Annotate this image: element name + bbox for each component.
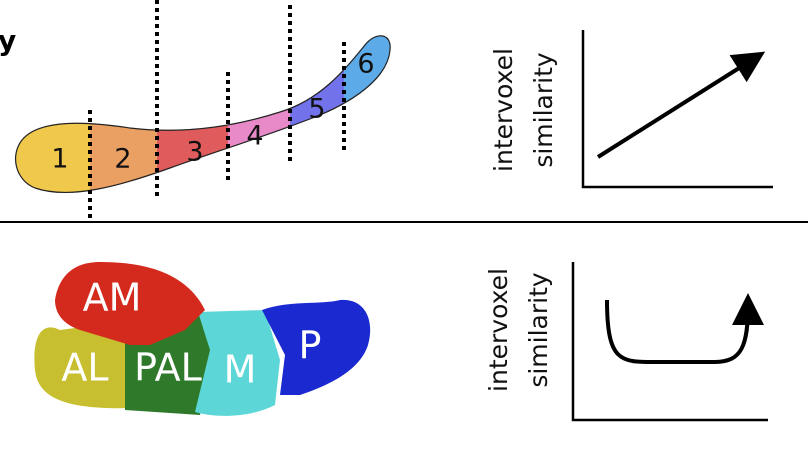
panel-title: y [0,24,16,57]
region-label: PAL [134,346,202,390]
y-label-line: intervoxel [489,48,518,172]
strip [15,35,391,193]
segment-label: 4 [246,121,263,152]
segment-label: 3 [186,137,203,168]
region-label: AL [61,346,108,390]
segment-label: 2 [114,144,131,175]
y-label-line: intervoxel [484,268,513,392]
segment-label: 6 [357,49,374,80]
y-label-line: similarity [529,52,558,168]
segment-label: 1 [51,144,68,175]
brain [34,262,371,416]
region-label: P [299,324,322,368]
region-label: AM [83,276,142,320]
dividers [88,0,346,220]
region-label: M [224,348,257,392]
segment-label: 5 [308,94,325,125]
y-label-line: similarity [524,272,553,388]
